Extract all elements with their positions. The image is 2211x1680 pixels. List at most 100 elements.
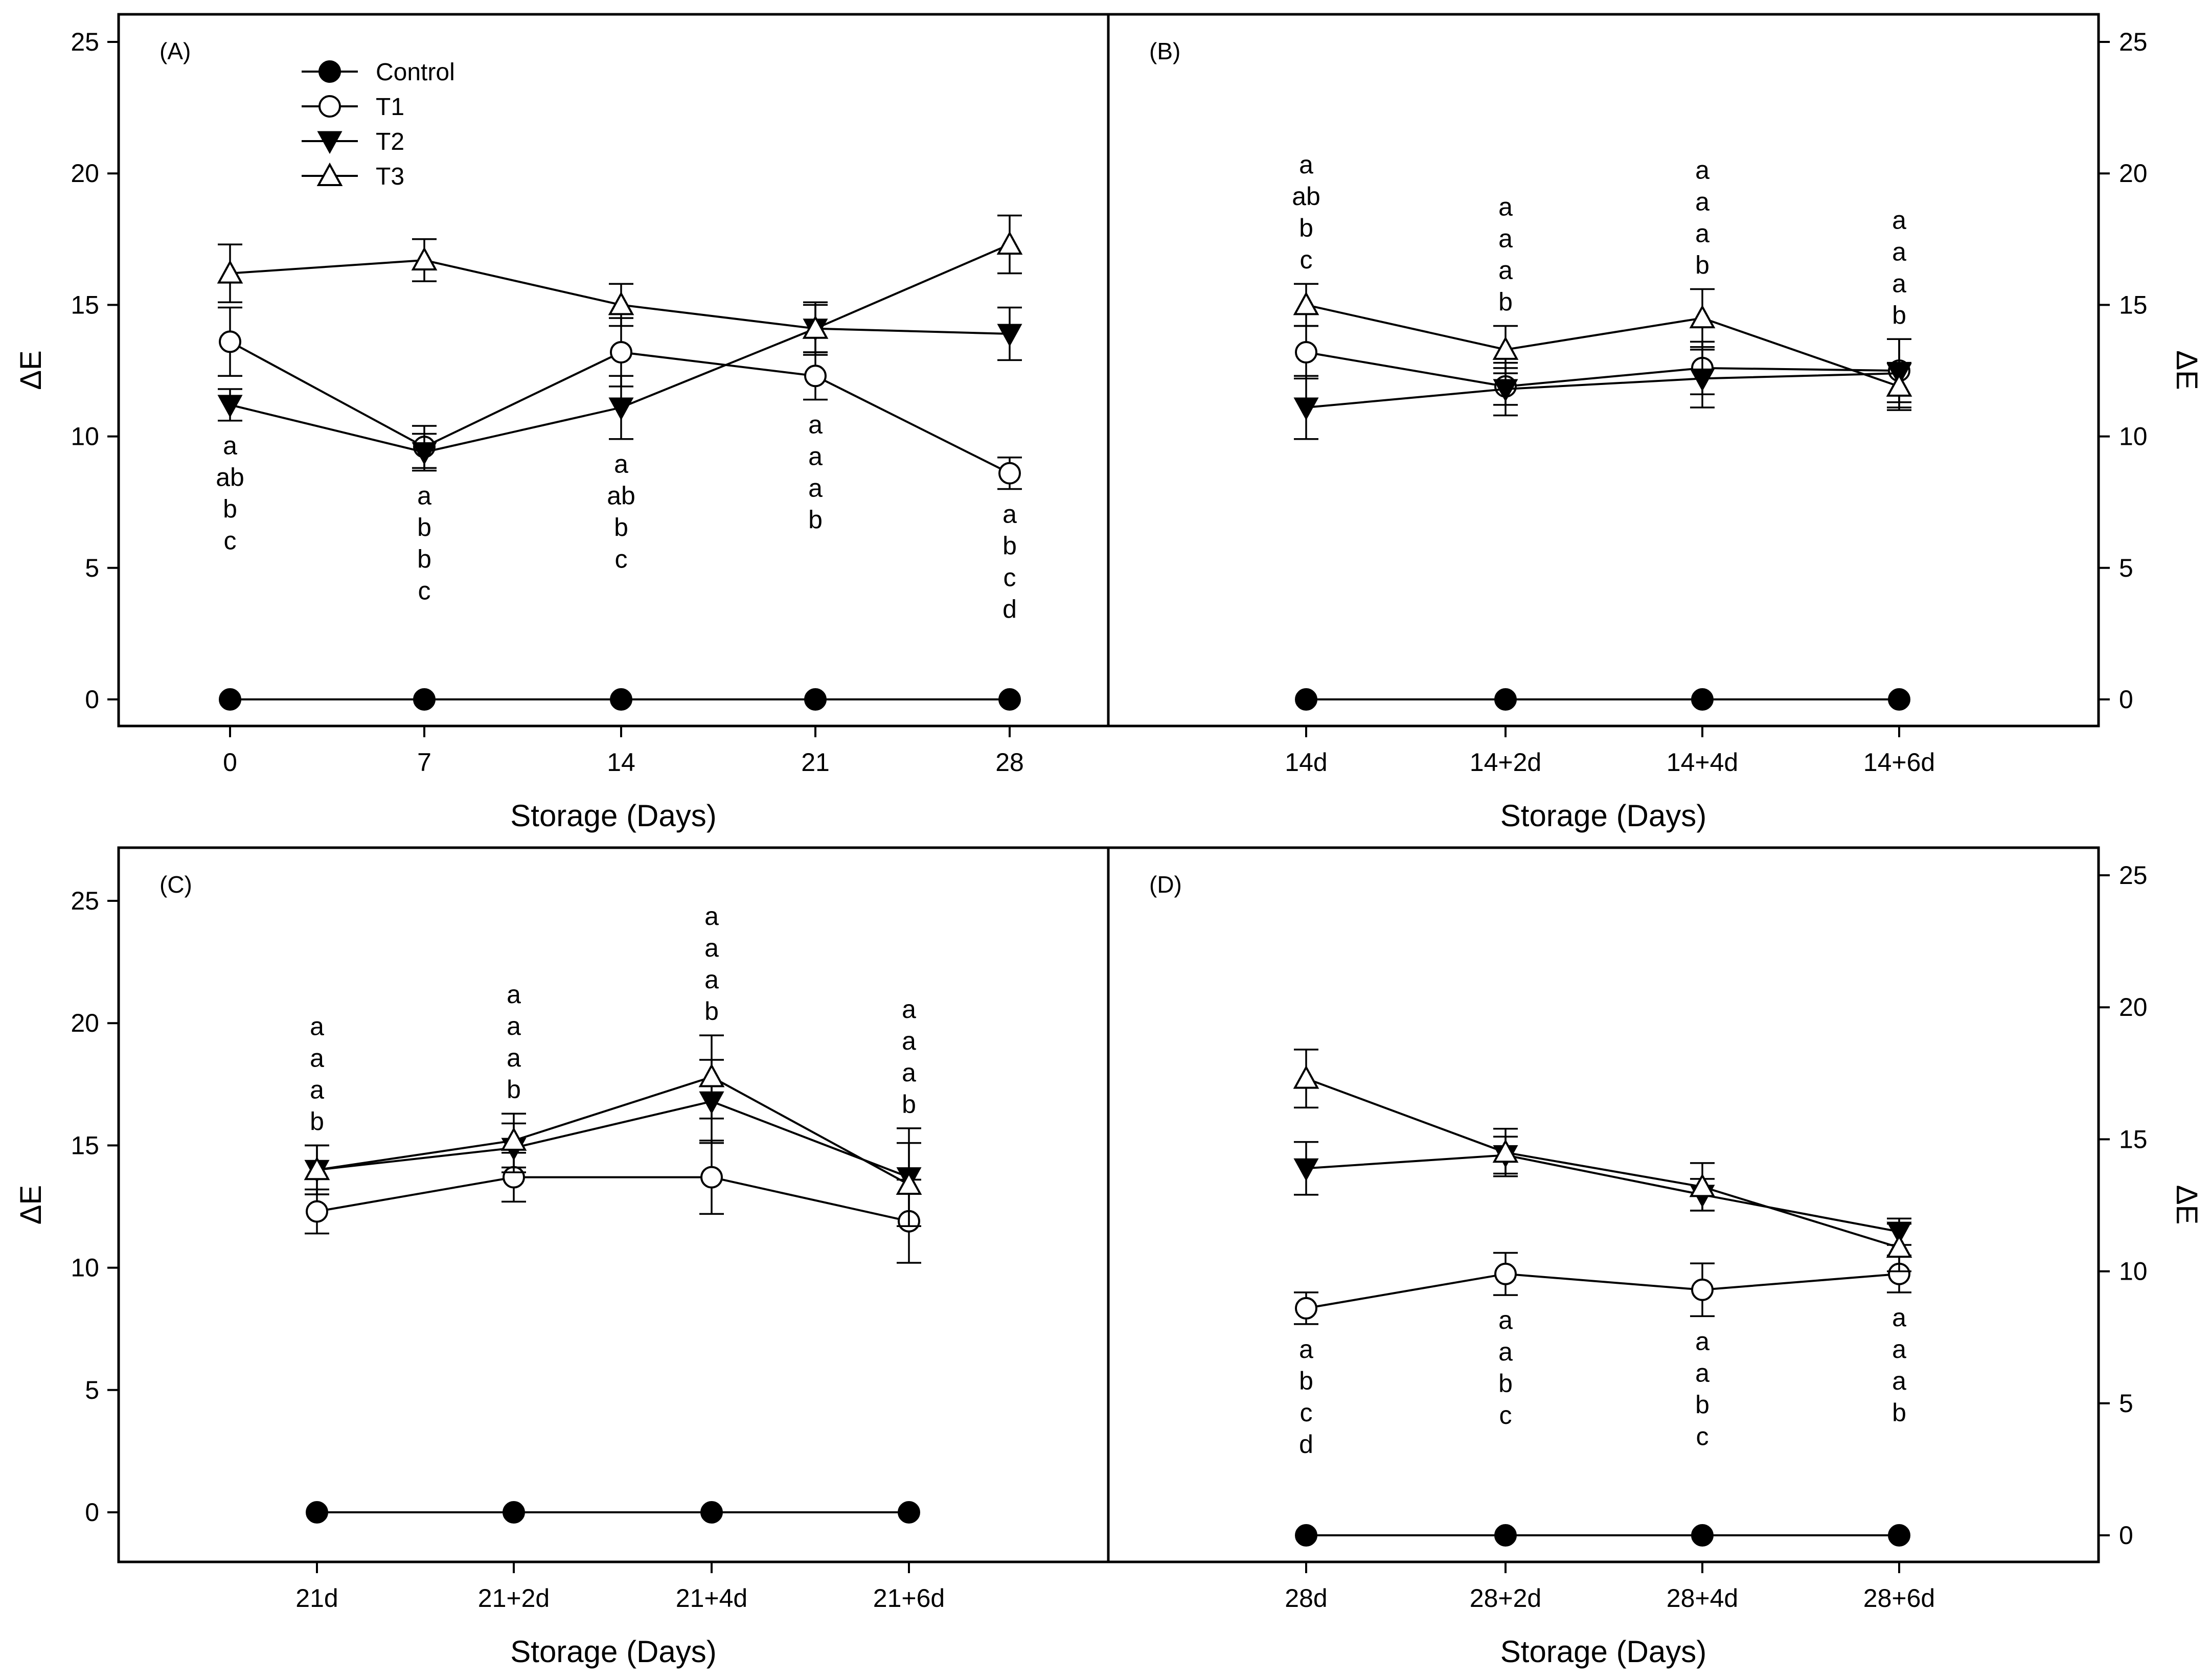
point-control bbox=[1295, 1524, 1317, 1547]
significance-letter: ab bbox=[216, 463, 244, 492]
point-t3 bbox=[1886, 373, 1912, 397]
y-tick-label: 15 bbox=[2119, 290, 2148, 319]
point-t2 bbox=[217, 395, 243, 418]
significance-letter: a bbox=[507, 1043, 521, 1072]
point-control bbox=[413, 688, 436, 711]
point-t2 bbox=[1493, 379, 1518, 402]
point-control bbox=[219, 688, 241, 711]
y-tick-label: 15 bbox=[71, 1131, 99, 1160]
significance-letter: a bbox=[1695, 188, 1709, 216]
significance-letter: b bbox=[614, 513, 628, 542]
y-tick-label: 15 bbox=[71, 290, 99, 319]
significance-letter: a bbox=[1498, 1337, 1513, 1366]
point-t1 bbox=[219, 330, 241, 353]
point-t3 bbox=[1492, 1139, 1519, 1163]
panel-b: (B) 0 5 10 15 20 25 ΔE 14d 14+2d 14+4d 14+6d Storage… bbox=[1149, 28, 2203, 833]
series-line-t1 bbox=[1306, 351, 1900, 388]
y-tick-label: 10 bbox=[71, 1254, 99, 1282]
significance-letter: ab bbox=[1292, 182, 1320, 211]
y-tick-label: 15 bbox=[2119, 1125, 2148, 1153]
significance-letter: a bbox=[1892, 269, 1906, 298]
point-t2 bbox=[1293, 1158, 1319, 1182]
x-axis-title: Storage (Days) bbox=[510, 1634, 716, 1669]
point-control bbox=[1691, 688, 1714, 711]
point-t1 bbox=[700, 1166, 723, 1189]
significance-letter: a bbox=[310, 1075, 324, 1104]
panel-label: (A) bbox=[159, 38, 191, 64]
panel-label: (D) bbox=[1149, 871, 1182, 898]
y-tick-label: 10 bbox=[2119, 422, 2148, 451]
y-tick-label: 25 bbox=[2119, 28, 2148, 56]
x-tick-label: 21+4d bbox=[676, 1584, 747, 1613]
significance-letter: a bbox=[1498, 224, 1513, 253]
legend-marker-t1 bbox=[318, 95, 341, 118]
significance-letter: a bbox=[507, 980, 521, 1009]
point-control bbox=[898, 1501, 920, 1524]
series-control bbox=[219, 688, 1021, 711]
point-t1 bbox=[1494, 1262, 1517, 1285]
significance-letter: b bbox=[223, 495, 237, 524]
series-t2 bbox=[1293, 338, 1912, 440]
significance-letter: d bbox=[1299, 1430, 1313, 1459]
significance-letter: b bbox=[808, 506, 823, 534]
point-control bbox=[503, 1501, 525, 1524]
significance-letter: a bbox=[1892, 1303, 1906, 1332]
point-t1 bbox=[998, 462, 1021, 485]
series-t2 bbox=[304, 1059, 922, 1228]
significance-letter: b bbox=[1498, 288, 1513, 316]
significance-letter: a bbox=[310, 1043, 324, 1072]
point-control bbox=[1494, 688, 1517, 711]
point-t2 bbox=[412, 442, 437, 465]
panel-c: (C) 0 5 10 15 20 25 ΔE 21d 21+2d 21+4d 21+6d Storage… bbox=[14, 871, 945, 1669]
significance-letter: ab bbox=[607, 482, 635, 510]
significance-letter: d bbox=[1002, 595, 1017, 623]
point-t3 bbox=[1886, 1234, 1912, 1258]
significance-letter: b bbox=[1002, 531, 1017, 560]
y-tick-label: 0 bbox=[2119, 1521, 2133, 1550]
x-axis-title: Storage (Days) bbox=[1500, 799, 1706, 833]
x-tick-label: 28+2d bbox=[1470, 1584, 1541, 1613]
x-tick-label: 21+2d bbox=[478, 1584, 550, 1613]
point-t1 bbox=[1295, 1297, 1317, 1320]
significance-letter: a bbox=[902, 1027, 916, 1055]
point-control bbox=[1888, 1524, 1910, 1547]
significance-letter: c bbox=[418, 576, 431, 605]
series-line-t3 bbox=[230, 243, 1010, 330]
x-tick-label: 21 bbox=[801, 748, 830, 777]
significance-letter: a bbox=[1892, 1367, 1906, 1395]
significance-letter: a bbox=[1892, 237, 1906, 266]
series-line-t3 bbox=[1306, 304, 1900, 388]
y-tick-label: 5 bbox=[85, 554, 99, 582]
significance-letter: a bbox=[1299, 1335, 1313, 1364]
significance-letter: a bbox=[1892, 1335, 1906, 1364]
significance-letter: c bbox=[615, 545, 628, 574]
significance-letter: b bbox=[1498, 1369, 1513, 1398]
significance-letter: a bbox=[1498, 256, 1513, 285]
y-tick-label: 5 bbox=[2119, 1389, 2133, 1418]
significance-letter: c bbox=[1696, 1422, 1709, 1450]
significance-letter: b bbox=[704, 997, 719, 1026]
point-t3 bbox=[996, 231, 1023, 255]
point-t3 bbox=[608, 291, 634, 315]
legend-label-t3: T3 bbox=[376, 163, 404, 190]
series-line-t1 bbox=[316, 1176, 909, 1222]
significance-letter: a bbox=[310, 1012, 324, 1040]
significance-letter: a bbox=[223, 432, 237, 460]
x-axis-title: Storage (Days) bbox=[510, 799, 716, 833]
x-tick-label: 28d bbox=[1285, 1584, 1327, 1613]
significance-letter: b bbox=[1892, 301, 1906, 329]
significance-letter: b bbox=[1299, 214, 1313, 242]
series-t3 bbox=[217, 214, 1023, 356]
series-t2 bbox=[217, 304, 1022, 472]
series-line-t2 bbox=[316, 1100, 909, 1178]
significance-letter: c bbox=[1300, 1398, 1313, 1427]
legend-marker-t3 bbox=[316, 162, 343, 186]
significance-letter: c bbox=[1004, 563, 1016, 592]
point-control bbox=[998, 688, 1021, 711]
x-tick-label: 14+6d bbox=[1863, 748, 1935, 777]
legend-marker-t2 bbox=[317, 131, 343, 154]
significance-letter: a bbox=[808, 442, 823, 471]
panel-label: (C) bbox=[159, 871, 192, 898]
legend: Control T1 T2 T3 bbox=[302, 59, 455, 190]
point-t3 bbox=[698, 1063, 725, 1087]
